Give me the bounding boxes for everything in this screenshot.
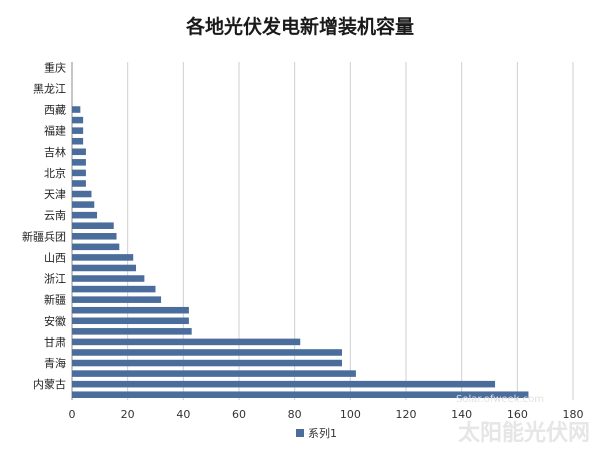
x-axis-ticks: 0 20 40 60 80 100 120 140 160 180 (69, 408, 584, 421)
bar (72, 127, 84, 134)
bar (72, 254, 134, 261)
x-tick-label: 180 (563, 408, 584, 421)
bar (72, 116, 84, 124)
category-label: 甘肃 (44, 336, 66, 349)
legend-swatch (296, 429, 304, 437)
x-tick-label: 160 (507, 408, 528, 421)
category-label: 黑龙江 (33, 82, 66, 95)
x-tick-label: 40 (176, 408, 190, 421)
bar (72, 380, 496, 388)
bar (72, 159, 86, 166)
bar (72, 190, 92, 198)
category-label: 青海 (44, 356, 66, 370)
category-label: 新疆兵团 (22, 229, 66, 243)
category-label: 重庆 (44, 60, 66, 74)
category-label: 天津 (44, 188, 66, 201)
category-label: 山西 (44, 251, 66, 264)
x-tick-label: 60 (232, 408, 246, 421)
bar (72, 201, 95, 208)
bar (72, 148, 86, 156)
category-label: 安徽 (44, 314, 66, 328)
category-label: 福建 (44, 124, 66, 138)
x-tick-label: 0 (69, 408, 76, 421)
bar (72, 370, 356, 377)
watermark-text: 太阳能光伏网 (458, 420, 590, 446)
bars (72, 106, 529, 398)
bar (72, 328, 192, 335)
x-tick-label: 80 (288, 408, 302, 421)
bar (72, 338, 301, 346)
x-tick-label: 140 (451, 408, 472, 421)
bar (72, 137, 84, 145)
category-label: 北京 (44, 166, 66, 180)
x-tick-label: 120 (396, 408, 417, 421)
bar (72, 243, 120, 251)
category-label: 新疆 (44, 293, 66, 307)
bar (72, 106, 81, 113)
category-label: 浙江 (44, 273, 66, 286)
bar (72, 391, 529, 398)
legend-label: 系列1 (308, 426, 337, 440)
category-label: 西藏 (44, 104, 66, 117)
bar (72, 317, 189, 325)
x-tick-label: 100 (340, 408, 361, 421)
watermark: 太阳能光伏网 Solar.ofweek.com (456, 394, 590, 446)
legend: 系列1 (296, 426, 337, 440)
grid-lines (71, 62, 574, 400)
bar (72, 180, 86, 187)
chart-title: 各地光伏发电新增装机容量 (185, 15, 414, 38)
bar (72, 222, 114, 229)
bar (72, 306, 189, 314)
bar (72, 349, 342, 356)
bar (72, 169, 86, 177)
category-label: 内蒙古 (33, 377, 66, 391)
bar (72, 285, 156, 293)
x-tick-label: 20 (121, 408, 135, 421)
bar (72, 296, 162, 303)
watermark-subtext: Solar.ofweek.com (456, 394, 544, 405)
category-label: 吉林 (44, 145, 66, 159)
bar (72, 264, 137, 272)
bar (72, 275, 145, 282)
bar (72, 233, 117, 240)
bar (72, 211, 98, 219)
category-label: 云南 (44, 209, 66, 222)
bar (72, 359, 342, 367)
